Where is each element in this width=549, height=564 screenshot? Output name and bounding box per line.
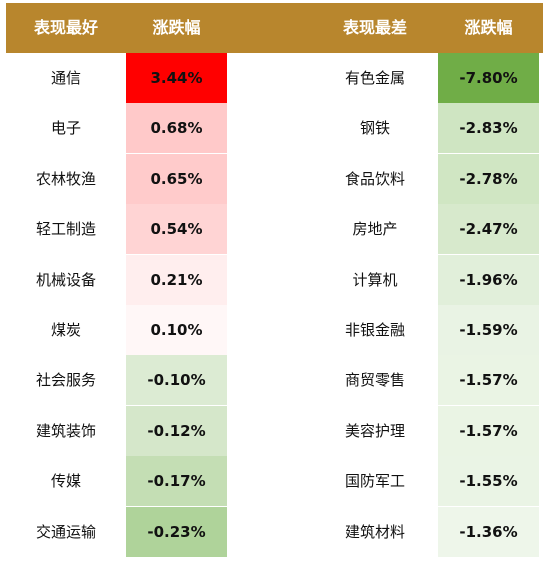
table-row: 传媒 -0.17% 国防军工 -1.55% [0,456,549,506]
worst-sector-change: -7.80% [438,53,539,103]
best-sector-change: 3.44% [126,53,227,103]
best-sector-name: 传媒 [50,472,81,490]
best-sector-change: -0.12% [126,406,227,456]
worst-sector-name: 美容护理 [344,422,405,440]
table-row: 煤炭 0.10% 非银金融 -1.59% [0,305,549,355]
worst-sector-name: 房地产 [352,220,398,238]
worst-sector-change: -2.47% [438,204,539,254]
worst-sector-name: 食品饮料 [344,170,405,188]
worst-sector-change: -1.36% [438,507,539,557]
worst-sector-change: -1.57% [438,355,539,405]
best-sector-change: -0.10% [126,355,227,405]
table-row: 轻工制造 0.54% 房地产 -2.47% [0,204,549,254]
header-worst-change: 涨跌幅 [464,18,513,37]
best-sector-change: 0.21% [126,255,227,305]
table-row: 交通运输 -0.23% 建筑材料 -1.36% [0,507,549,557]
best-sector-name: 建筑装饰 [35,422,96,440]
worst-sector-name: 商贸零售 [344,371,405,389]
best-sector-change: 0.54% [126,204,227,254]
header-best-change: 涨跌幅 [152,18,201,37]
worst-sector-name: 有色金属 [344,69,405,87]
worst-sector-name: 非银金融 [344,321,405,339]
worst-sector-change: -1.59% [438,305,539,355]
worst-sector-name: 计算机 [352,271,398,289]
table-row: 建筑装饰 -0.12% 美容护理 -1.57% [0,406,549,456]
table-row: 电子 0.68% 钢铁 -2.83% [0,103,549,153]
best-sector-name: 机械设备 [35,271,96,289]
table-row: 社会服务 -0.10% 商贸零售 -1.57% [0,355,549,405]
best-sector-name: 电子 [50,119,81,137]
best-sector-change: 0.10% [126,305,227,355]
best-sector-name: 通信 [50,69,81,87]
worst-sector-change: -2.83% [438,103,539,153]
worst-sector-name: 钢铁 [359,119,390,137]
worst-sector-name: 国防军工 [344,472,405,490]
best-sector-name: 煤炭 [50,321,81,339]
best-sector-name: 社会服务 [35,371,96,389]
best-sector-change: 0.65% [126,154,227,204]
worst-sector-change: -1.57% [438,406,539,456]
worst-sector-change: -1.96% [438,255,539,305]
best-sector-name: 交通运输 [35,523,96,541]
best-sector-change: -0.17% [126,456,227,506]
table-header: 表现最好 涨跌幅 表现最差 涨跌幅 [6,3,543,53]
header-worst: 表现最差 [342,18,407,37]
table-row: 通信 3.44% 有色金属 -7.80% [0,53,549,103]
header-best: 表现最好 [33,18,98,37]
best-sector-name: 农林牧渔 [35,170,96,188]
best-sector-change: 0.68% [126,103,227,153]
worst-sector-name: 建筑材料 [344,523,405,541]
worst-sector-change: -1.55% [438,456,539,506]
table-row: 机械设备 0.21% 计算机 -1.96% [0,255,549,305]
best-sector-name: 轻工制造 [35,220,96,238]
worst-sector-change: -2.78% [438,154,539,204]
best-sector-change: -0.23% [126,507,227,557]
table-row: 农林牧渔 0.65% 食品饮料 -2.78% [0,154,549,204]
